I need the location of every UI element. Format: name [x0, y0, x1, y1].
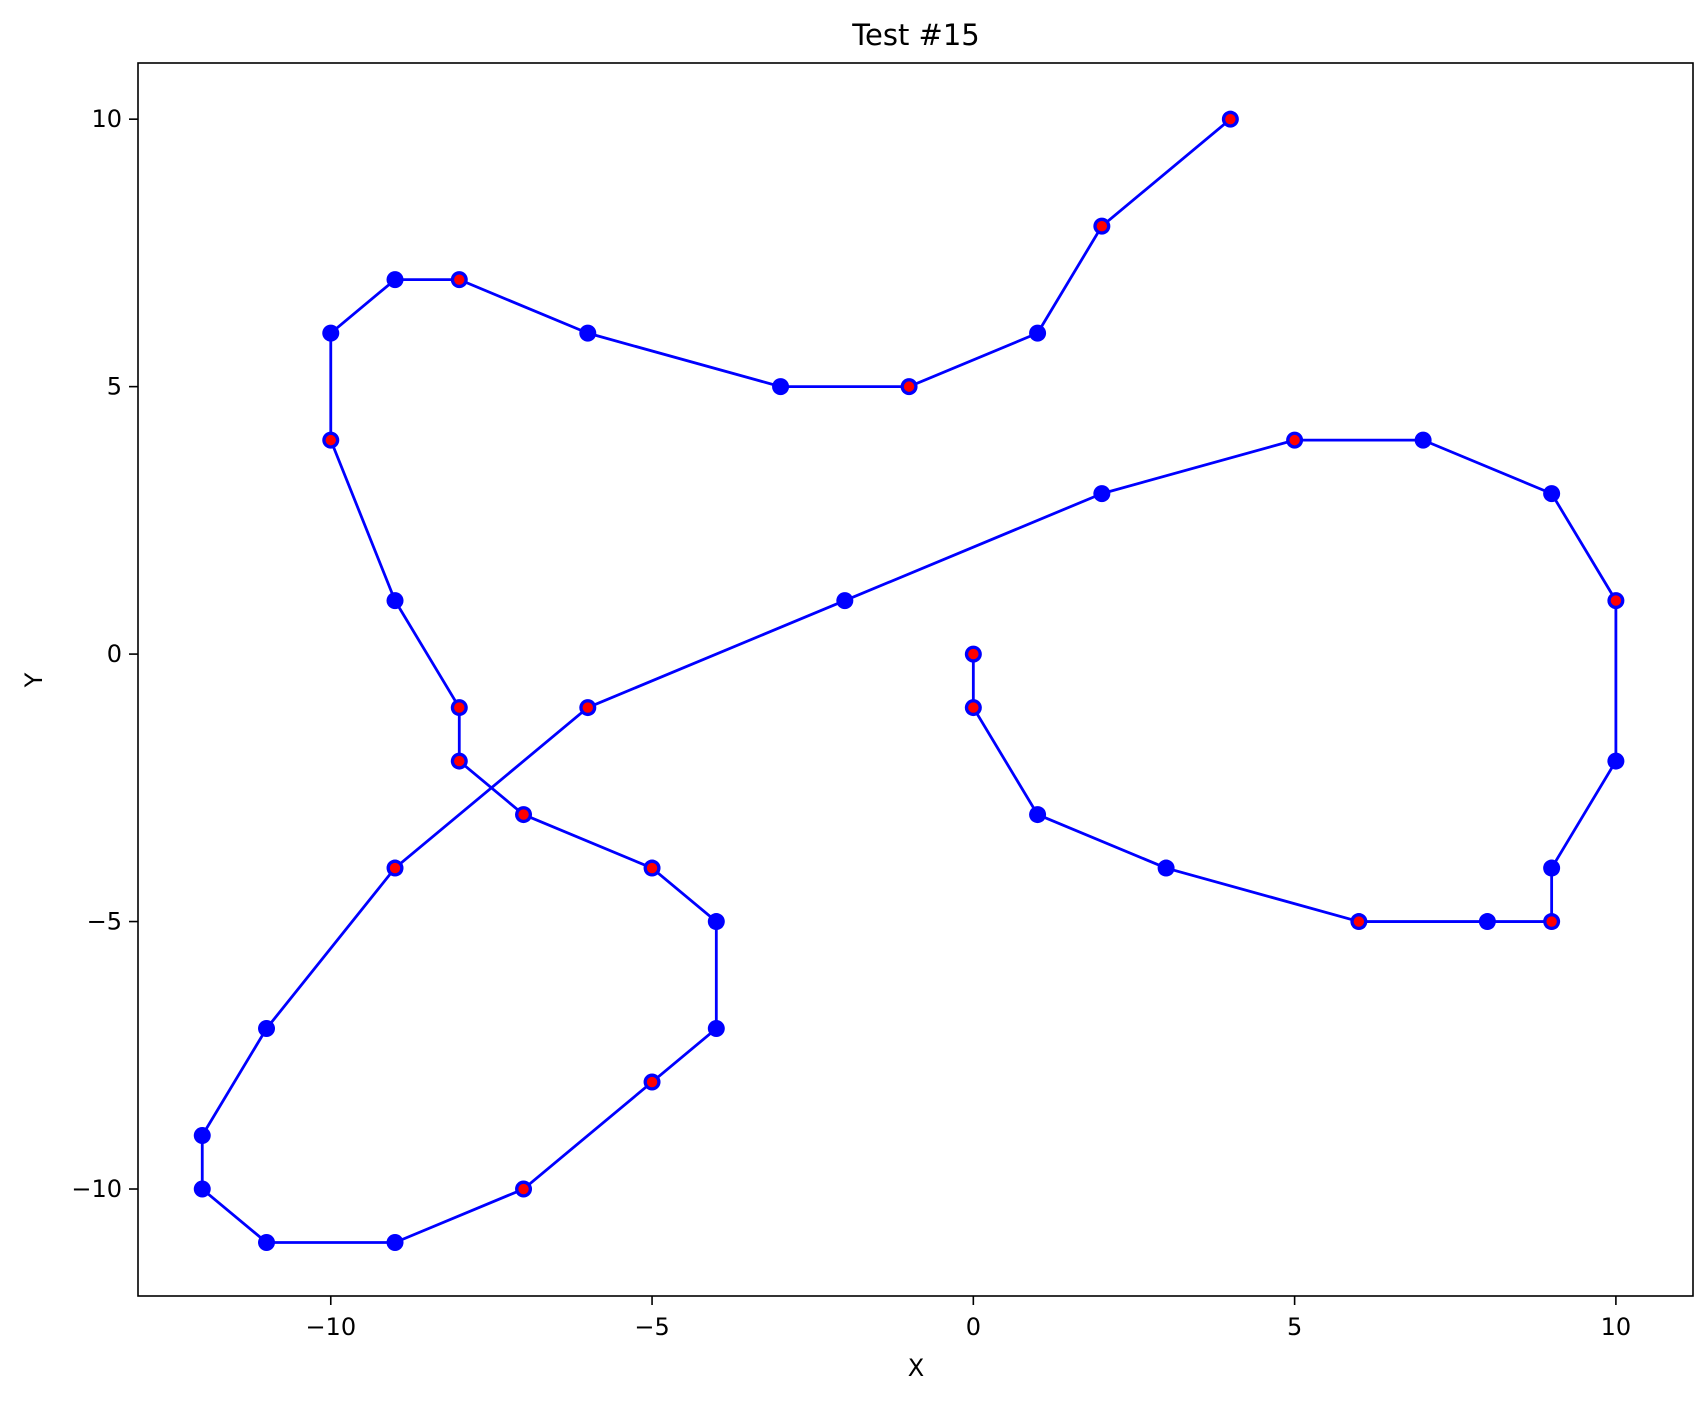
plot-border [137, 62, 1694, 1297]
plot-area [138, 63, 1693, 1296]
data-point [707, 913, 725, 931]
x-tick-label: −10 [305, 1313, 356, 1341]
highlight-point [1610, 595, 1622, 606]
highlight-point [1289, 434, 1300, 446]
data-point [772, 378, 790, 396]
highlight-point [582, 702, 593, 713]
data-point [1029, 324, 1047, 342]
highlight-point [518, 809, 529, 820]
data-point [258, 1234, 276, 1252]
data-point [193, 1180, 211, 1198]
highlight-point [903, 381, 915, 392]
highlight-point [646, 862, 658, 874]
data-point [1414, 431, 1432, 449]
chart-title: Test #15 [851, 18, 980, 52]
highlight-point [968, 702, 979, 713]
series-layer [193, 110, 1625, 1252]
data-point [1607, 752, 1625, 770]
highlight-point [454, 274, 465, 285]
data-point [836, 592, 854, 610]
data-point [1093, 485, 1111, 503]
y-tick-label: −5 [87, 908, 122, 936]
x-tick-label: 5 [1287, 1313, 1302, 1341]
data-point [707, 1020, 725, 1038]
data-point [322, 324, 340, 342]
y-tick-label: −10 [71, 1175, 122, 1203]
highlight-point [1096, 220, 1108, 232]
data-point [258, 1020, 276, 1038]
data-point [1543, 485, 1561, 503]
highlight-point [389, 862, 401, 874]
highlight-point [325, 434, 336, 446]
x-axis-label: X [908, 1354, 924, 1382]
highlight-point [1225, 113, 1236, 125]
highlight-point [646, 1076, 658, 1088]
highlight-point [518, 1183, 529, 1195]
highlight-point [968, 648, 979, 660]
data-point [1543, 859, 1561, 877]
highlight-point [1353, 916, 1365, 927]
x-tick-label: 10 [1601, 1313, 1632, 1341]
y-axis-label: Y [20, 672, 48, 688]
data-point [1157, 859, 1175, 877]
y-tick-label: 0 [107, 640, 122, 668]
data-point [386, 271, 404, 289]
data-point [386, 592, 404, 610]
y-tick-label: 10 [91, 105, 122, 133]
data-point [193, 1127, 211, 1145]
x-tick-label: −5 [634, 1313, 669, 1341]
highlight-point [454, 755, 465, 767]
ticks-layer: −10 −5 0 5 10 −10 −5 0 5 10 [71, 105, 1631, 1341]
highlight-point [1546, 916, 1557, 927]
x-tick-label: 0 [966, 1313, 981, 1341]
data-point [1478, 913, 1496, 931]
highlight-point [454, 702, 465, 713]
data-point [579, 324, 597, 342]
y-tick-label: 5 [107, 373, 122, 401]
data-point [1029, 806, 1047, 824]
data-point [386, 1234, 404, 1252]
